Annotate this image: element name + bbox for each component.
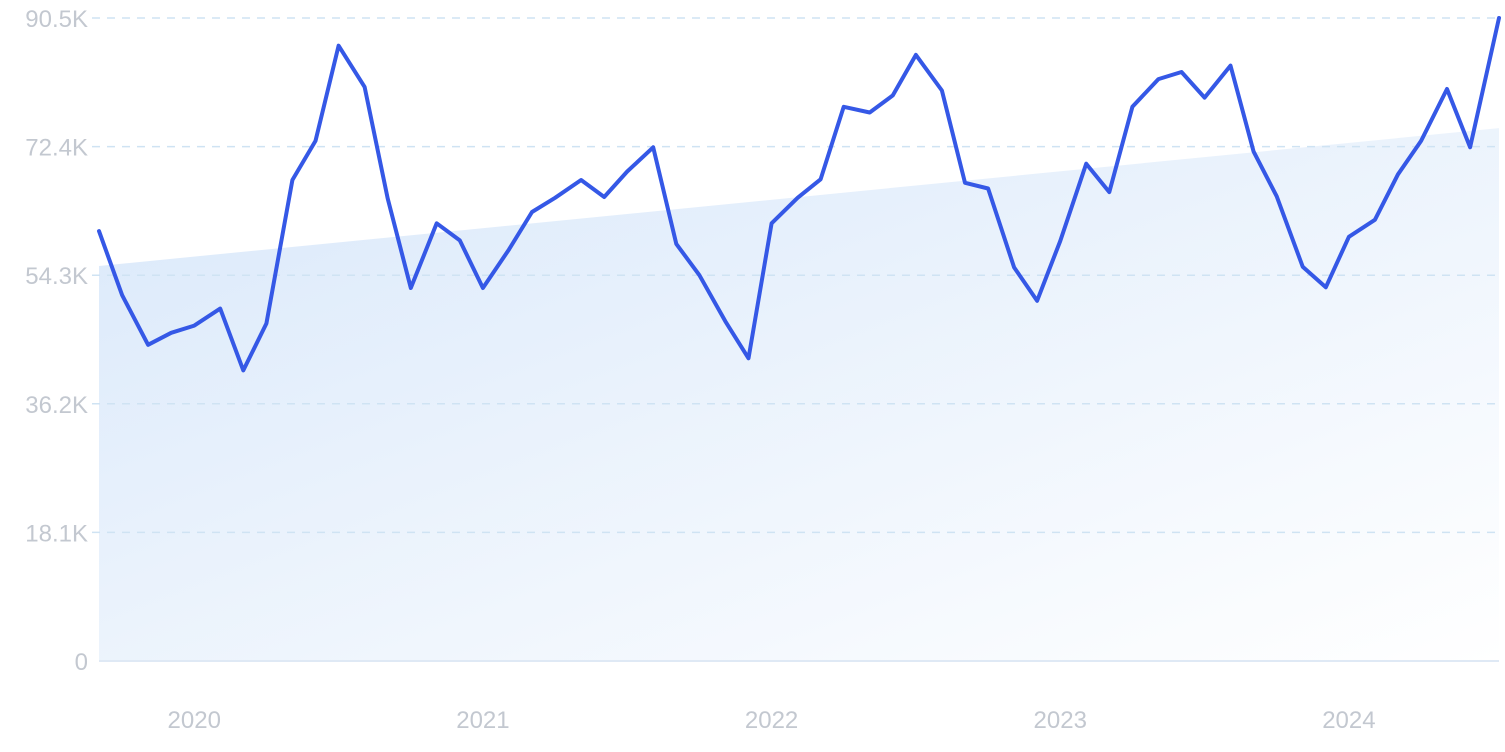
y-tick-label: 54.3K <box>25 263 88 290</box>
x-tick-label: 2024 <box>1322 707 1375 734</box>
x-tick-label: 2022 <box>745 707 798 734</box>
x-tick-label: 2020 <box>168 707 221 734</box>
x-tick-label: 2023 <box>1034 707 1087 734</box>
y-tick-label: 90.5K <box>25 6 88 33</box>
x-tick-label: 2021 <box>456 707 509 734</box>
y-tick-label: 18.1K <box>25 520 88 547</box>
y-tick-label: 0 <box>75 649 88 676</box>
series-line <box>97 16 1501 373</box>
trend-area <box>99 128 1499 661</box>
y-tick-label: 36.2K <box>25 392 88 419</box>
y-tick-label: 72.4K <box>25 135 88 162</box>
